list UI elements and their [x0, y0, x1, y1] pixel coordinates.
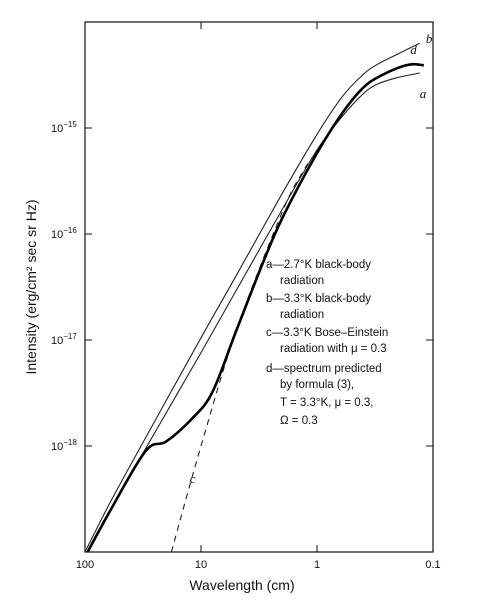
- series-c-label: c: [190, 471, 196, 486]
- series-a-label: a: [420, 86, 427, 101]
- legend-a-line2: radiation: [280, 275, 324, 287]
- legend-d-line4: Ω = 0.3: [280, 415, 318, 427]
- legend-c-line1: c—3.3°K Bose–Einstein: [266, 327, 388, 339]
- legend-c-line2: radiation with μ = 0.3: [280, 343, 387, 355]
- legend-a-line1: a—2.7°K black-body: [266, 259, 371, 271]
- legend-d-line2: by formula (3),: [280, 379, 354, 391]
- series-b-label: b: [426, 31, 433, 46]
- legend-d-line3: T = 3.3°K, μ = 0.3,: [280, 397, 373, 409]
- x-tick-label: 100: [76, 559, 94, 571]
- series-d-label: d: [410, 42, 417, 57]
- x-tick-label: 0.1: [425, 559, 440, 571]
- series-d-line: [86, 62, 424, 553]
- legend-d-line1: d—spectrum predicted: [266, 363, 382, 375]
- y-axis-title: Intensity (erg/cm² sec sr Hz): [23, 199, 39, 374]
- legend-b-line1: b—3.3°K black-body: [266, 293, 371, 305]
- legend: a—2.7°K black-body radiation b—3.3°K bla…: [266, 259, 388, 427]
- legend-b-line2: radiation: [280, 309, 324, 321]
- y-tick-label: 10−16: [51, 226, 77, 241]
- plot-frame: [84, 21, 434, 553]
- y-tick-label: 10−17: [51, 332, 77, 347]
- x-tick-label: 10: [195, 559, 207, 571]
- series-a-line: [87, 72, 420, 553]
- x-axis-title: Wavelength (cm): [189, 577, 294, 593]
- y-tick-label: 10−15: [51, 120, 77, 135]
- series-b-line: [84, 42, 421, 553]
- x-tick-label: 1: [314, 559, 320, 571]
- y-tick-label: 10−18: [51, 438, 77, 453]
